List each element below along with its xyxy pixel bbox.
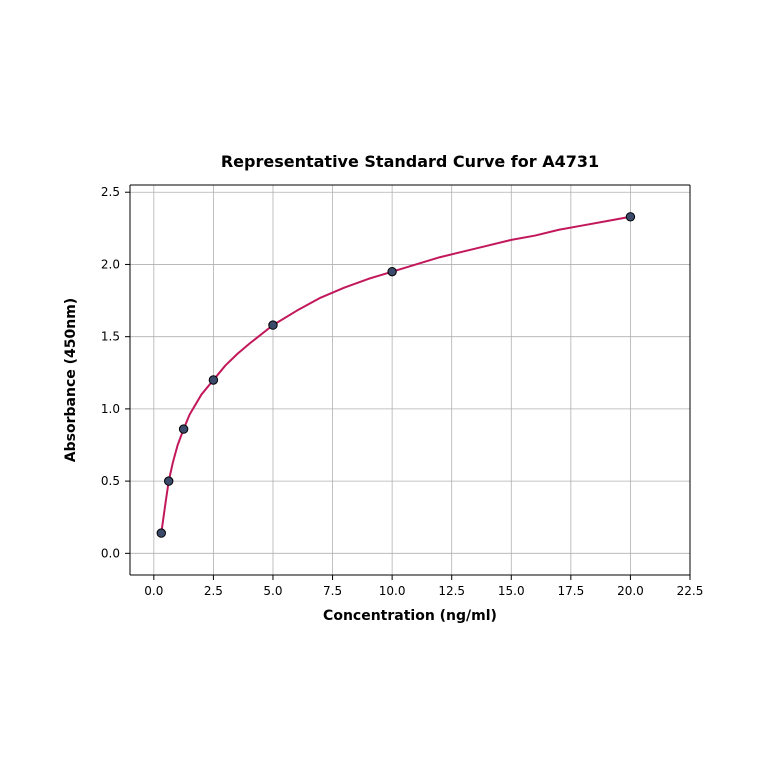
chart-title: Representative Standard Curve for A4731 bbox=[221, 152, 599, 171]
data-point bbox=[388, 267, 396, 275]
x-tick-label: 20.0 bbox=[617, 584, 644, 598]
standard-curve-chart: 0.0 2.5 5.0 7.5 10.0 12.5 15.0 17.5 20.0 22.5 0.0 0… bbox=[0, 0, 764, 764]
x-tick-label: 15.0 bbox=[498, 584, 525, 598]
x-tick-label: 12.5 bbox=[438, 584, 465, 598]
y-tick-label: 0.0 bbox=[101, 546, 120, 560]
y-tick-label: 2.0 bbox=[101, 257, 120, 271]
data-point bbox=[626, 213, 634, 221]
data-point bbox=[165, 477, 173, 485]
chart-container: 0.0 2.5 5.0 7.5 10.0 12.5 15.0 17.5 20.0 22.5 0.0 0… bbox=[0, 0, 764, 764]
x-tick-label: 17.5 bbox=[557, 584, 584, 598]
x-tick-label: 7.5 bbox=[323, 584, 342, 598]
x-tick-label: 22.5 bbox=[677, 584, 704, 598]
x-tick-label: 10.0 bbox=[379, 584, 406, 598]
y-axis-label: Absorbance (450nm) bbox=[63, 298, 79, 462]
y-tick-label: 0.5 bbox=[101, 474, 120, 488]
chart-background bbox=[0, 0, 764, 764]
y-tick-label: 1.0 bbox=[101, 402, 120, 416]
data-point bbox=[157, 529, 165, 537]
y-tick-label: 1.5 bbox=[101, 330, 120, 344]
x-tick-label: 5.0 bbox=[263, 584, 282, 598]
data-point bbox=[179, 425, 187, 433]
x-tick-label: 0.0 bbox=[144, 584, 163, 598]
data-point bbox=[209, 376, 217, 384]
y-tick-label: 2.5 bbox=[101, 185, 120, 199]
x-axis-label: Concentration (ng/ml) bbox=[323, 608, 497, 624]
data-point bbox=[269, 321, 277, 329]
x-tick-label: 2.5 bbox=[204, 584, 223, 598]
